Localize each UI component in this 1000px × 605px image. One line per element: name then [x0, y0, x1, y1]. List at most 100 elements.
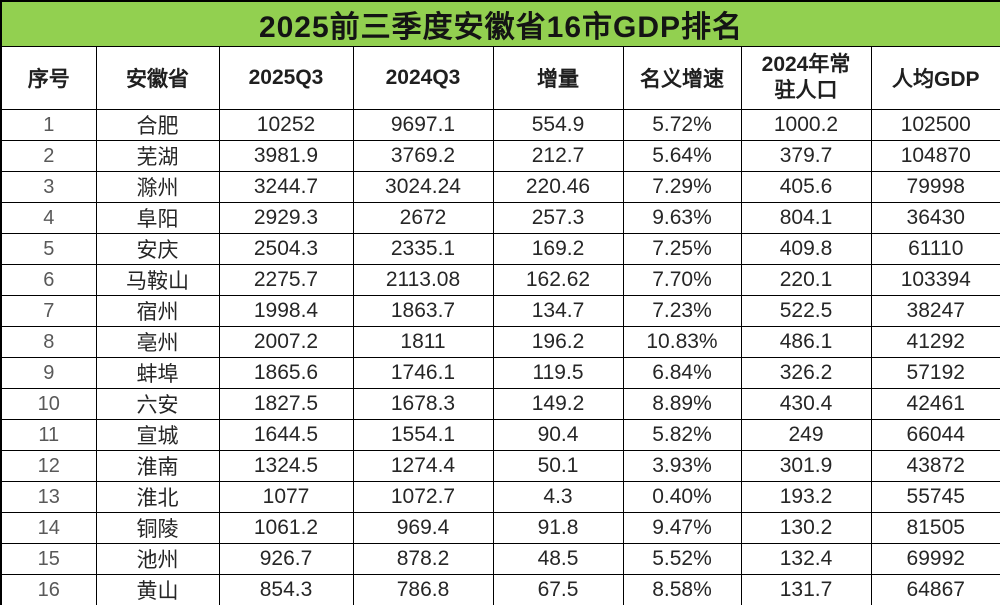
- gdp-2025-cell: 1077: [218, 481, 354, 513]
- growth-cell: 7.29%: [622, 171, 742, 203]
- gdp-2024-cell: 969.4: [352, 512, 494, 544]
- population-cell: 804.1: [740, 202, 872, 234]
- increment-cell: 212.7: [492, 140, 624, 172]
- city-cell: 黄山: [95, 574, 220, 605]
- rank-cell: 15: [0, 543, 97, 575]
- gdp-2025-cell: 1998.4: [218, 295, 354, 327]
- city-cell: 阜阳: [95, 202, 220, 234]
- growth-cell: 9.47%: [622, 512, 742, 544]
- gdp-2025-cell: 1865.6: [218, 357, 354, 389]
- rank-cell: 5: [0, 233, 97, 265]
- city-cell: 蚌埠: [95, 357, 220, 389]
- gdp-2024-cell: 1678.3: [352, 388, 494, 420]
- population-cell: 430.4: [740, 388, 872, 420]
- increment-cell: 90.4: [492, 419, 624, 451]
- increment-cell: 67.5: [492, 574, 624, 605]
- rank-cell: 2: [0, 140, 97, 172]
- growth-cell: 10.83%: [622, 326, 742, 358]
- population-cell: 132.4: [740, 543, 872, 575]
- city-cell: 六安: [95, 388, 220, 420]
- col-header-gdp-per-capita: 人均GDP: [870, 46, 1000, 110]
- per-capita-cell: 42461: [870, 388, 1000, 420]
- table-row: 2 芜湖 3981.9 3769.2 212.7 5.64% 379.7 104870: [0, 140, 1000, 172]
- per-capita-cell: 69992: [870, 543, 1000, 575]
- gdp-2025-cell: 2275.7: [218, 264, 354, 296]
- col-header-city: 安徽省: [95, 46, 220, 110]
- city-cell: 合肥: [95, 109, 220, 141]
- increment-cell: 149.2: [492, 388, 624, 420]
- rank-cell: 4: [0, 202, 97, 234]
- city-cell: 宿州: [95, 295, 220, 327]
- table-row: 6 马鞍山 2275.7 2113.08 162.62 7.70% 220.1 103394: [0, 264, 1000, 296]
- increment-cell: 91.8: [492, 512, 624, 544]
- increment-cell: 48.5: [492, 543, 624, 575]
- per-capita-cell: 64867: [870, 574, 1000, 605]
- gdp-2024-cell: 2113.08: [352, 264, 494, 296]
- gdp-2025-cell: 2929.3: [218, 202, 354, 234]
- population-cell: 326.2: [740, 357, 872, 389]
- gdp-2024-cell: 2672: [352, 202, 494, 234]
- table-row: 3 滁州 3244.7 3024.24 220.46 7.29% 405.6 79998: [0, 171, 1000, 203]
- population-cell: 405.6: [740, 171, 872, 203]
- gdp-2024-cell: 9697.1: [352, 109, 494, 141]
- growth-cell: 7.23%: [622, 295, 742, 327]
- population-cell: 1000.2: [740, 109, 872, 141]
- growth-cell: 7.25%: [622, 233, 742, 265]
- table-body: 1 合肥 10252 9697.1 554.9 5.72% 1000.2 102500 2 芜湖 3…: [0, 109, 1000, 605]
- increment-cell: 162.62: [492, 264, 624, 296]
- table-row: 14 铜陵 1061.2 969.4 91.8 9.47% 130.2 81505: [0, 512, 1000, 544]
- rank-cell: 13: [0, 481, 97, 513]
- growth-cell: 8.58%: [622, 574, 742, 605]
- per-capita-cell: 81505: [870, 512, 1000, 544]
- population-cell: 130.2: [740, 512, 872, 544]
- rank-cell: 9: [0, 357, 97, 389]
- col-header-increment: 增量: [492, 46, 624, 110]
- city-cell: 安庆: [95, 233, 220, 265]
- gdp-2024-cell: 3024.24: [352, 171, 494, 203]
- growth-cell: 6.84%: [622, 357, 742, 389]
- per-capita-cell: 55745: [870, 481, 1000, 513]
- per-capita-cell: 41292: [870, 326, 1000, 358]
- city-cell: 池州: [95, 543, 220, 575]
- per-capita-cell: 57192: [870, 357, 1000, 389]
- population-cell: 522.5: [740, 295, 872, 327]
- increment-cell: 554.9: [492, 109, 624, 141]
- city-cell: 淮南: [95, 450, 220, 482]
- table-row: 8 亳州 2007.2 1811 196.2 10.83% 486.1 41292: [0, 326, 1000, 358]
- per-capita-cell: 38247: [870, 295, 1000, 327]
- per-capita-cell: 36430: [870, 202, 1000, 234]
- per-capita-cell: 61110: [870, 233, 1000, 265]
- city-cell: 芜湖: [95, 140, 220, 172]
- rank-cell: 11: [0, 419, 97, 451]
- col-header-nominal-growth: 名义增速: [622, 46, 742, 110]
- rank-cell: 10: [0, 388, 97, 420]
- table-row: 12 淮南 1324.5 1274.4 50.1 3.93% 301.9 43872: [0, 450, 1000, 482]
- growth-cell: 8.89%: [622, 388, 742, 420]
- increment-cell: 134.7: [492, 295, 624, 327]
- gdp-2024-cell: 1072.7: [352, 481, 494, 513]
- rank-cell: 6: [0, 264, 97, 296]
- rank-cell: 1: [0, 109, 97, 141]
- gdp-2024-cell: 786.8: [352, 574, 494, 605]
- table-row: 10 六安 1827.5 1678.3 149.2 8.89% 430.4 42461: [0, 388, 1000, 420]
- population-cell: 301.9: [740, 450, 872, 482]
- table-row: 13 淮北 1077 1072.7 4.3 0.40% 193.2 55745: [0, 481, 1000, 513]
- population-cell: 486.1: [740, 326, 872, 358]
- rank-cell: 14: [0, 512, 97, 544]
- gdp-2025-cell: 1324.5: [218, 450, 354, 482]
- rank-cell: 7: [0, 295, 97, 327]
- population-cell: 193.2: [740, 481, 872, 513]
- increment-cell: 119.5: [492, 357, 624, 389]
- gdp-2025-cell: 2007.2: [218, 326, 354, 358]
- table-row: 5 安庆 2504.3 2335.1 169.2 7.25% 409.8 61110: [0, 233, 1000, 265]
- per-capita-cell: 66044: [870, 419, 1000, 451]
- col-header-rank: 序号: [0, 46, 97, 110]
- gdp-2024-cell: 1863.7: [352, 295, 494, 327]
- per-capita-cell: 103394: [870, 264, 1000, 296]
- population-cell: 409.8: [740, 233, 872, 265]
- city-cell: 马鞍山: [95, 264, 220, 296]
- gdp-2025-cell: 2504.3: [218, 233, 354, 265]
- increment-cell: 257.3: [492, 202, 624, 234]
- table-row: 16 黄山 854.3 786.8 67.5 8.58% 131.7 64867: [0, 574, 1000, 605]
